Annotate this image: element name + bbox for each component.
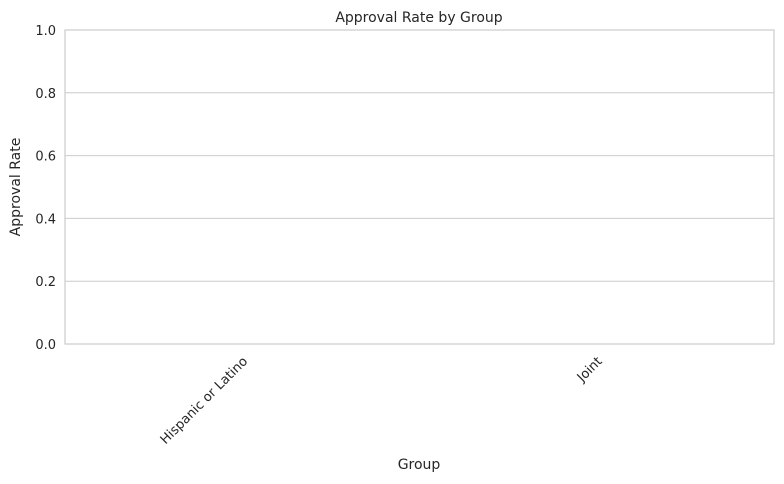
x-tick-label: Hispanic or Latino [158, 354, 251, 447]
x-axis-ticks: Hispanic or Latino Joint [158, 354, 606, 447]
y-axis-ticks: 0.0 0.2 0.4 0.6 0.8 1.0 [35, 24, 56, 353]
y-tick-label: 0.4 [35, 212, 56, 227]
x-axis-label: Group [398, 457, 441, 473]
x-tick-label: Joint [574, 354, 606, 386]
y-tick-label: 0.2 [35, 275, 56, 290]
y-axis-label: Approval Rate [8, 138, 24, 237]
plot-frame [64, 29, 775, 345]
y-tick-label: 0.6 [35, 150, 56, 165]
y-tick-label: 1.0 [35, 24, 56, 39]
y-tick-label: 0.8 [35, 87, 56, 102]
y-tick-label: 0.0 [35, 338, 56, 353]
grid-lines [65, 92, 774, 282]
chart-title: Approval Rate by Group [335, 10, 502, 26]
